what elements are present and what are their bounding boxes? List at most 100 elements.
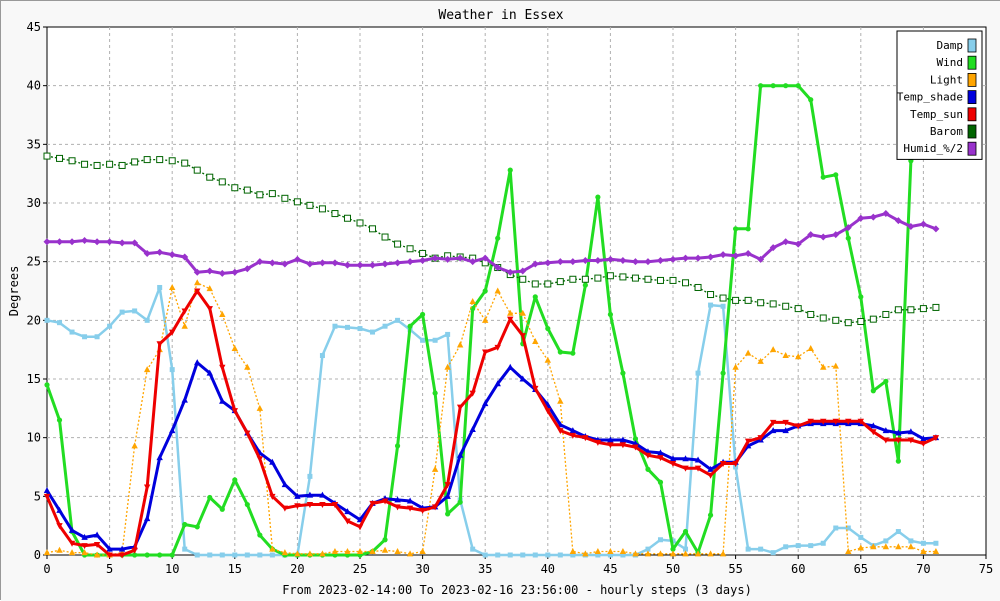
temp-shade-point xyxy=(406,497,414,504)
temp-sun-point xyxy=(669,460,677,467)
humid-2-point xyxy=(644,258,652,266)
damp-point xyxy=(745,546,751,552)
x-tick-label: 75 xyxy=(979,562,993,576)
y-tick-label: 25 xyxy=(27,255,41,269)
humid-2-point xyxy=(331,259,339,267)
wind-point xyxy=(545,325,551,332)
barom-point xyxy=(694,283,702,291)
wind-point xyxy=(895,458,901,464)
temp-shade-point xyxy=(81,533,88,540)
temp-sun-point xyxy=(694,465,702,472)
humid-2-point xyxy=(218,269,226,277)
barom-point xyxy=(782,302,790,310)
damp-point xyxy=(44,317,50,323)
damp-point xyxy=(557,552,563,558)
barom-point xyxy=(606,272,614,280)
damp-point xyxy=(169,367,175,373)
temp-sun-point xyxy=(557,428,564,435)
barom-point xyxy=(669,276,677,284)
damp-point xyxy=(69,329,75,335)
temp-sun-point xyxy=(431,504,439,511)
temp-shade-point xyxy=(344,508,351,515)
damp-point xyxy=(144,317,150,323)
temp-shade-point xyxy=(782,427,789,434)
temp-sun-point xyxy=(419,507,426,514)
humid-2-point xyxy=(757,255,765,263)
series-line-wind xyxy=(45,84,913,557)
light-point xyxy=(857,544,864,551)
temp-shade-point xyxy=(93,531,101,538)
humid-2-point xyxy=(93,238,101,246)
x-tick-label: 5 xyxy=(106,562,113,576)
series-light xyxy=(43,279,940,558)
temp-sun-point xyxy=(857,418,864,425)
temp-sun-point xyxy=(757,435,764,442)
x-tick-label: 45 xyxy=(603,562,617,576)
damp-point xyxy=(507,552,513,558)
wind-point xyxy=(870,388,876,394)
temp-sun-point xyxy=(507,316,514,323)
barom-point xyxy=(406,245,414,253)
barom-point xyxy=(907,306,915,314)
temp-sun-point xyxy=(932,435,940,442)
humid-2-point xyxy=(656,256,664,264)
light-point xyxy=(682,550,689,557)
light-point xyxy=(532,337,539,344)
barom-point xyxy=(744,296,752,304)
wind-point xyxy=(507,167,513,173)
damp-point xyxy=(532,552,538,558)
legend-label-barom: Barom xyxy=(930,125,963,138)
wind-point xyxy=(820,174,826,180)
temp-sun-point xyxy=(244,430,251,437)
x-tick-label: 15 xyxy=(228,562,242,576)
wind-point xyxy=(557,349,563,355)
humid-2-point xyxy=(268,259,276,267)
temp-shade-point xyxy=(769,427,777,434)
legend-label-humid-2: Humid_%/2 xyxy=(903,142,963,155)
light-point xyxy=(719,550,727,557)
humid-2-point xyxy=(832,231,840,239)
wind-point xyxy=(407,323,413,329)
temp-shade-point xyxy=(895,429,902,436)
temp-sun-point xyxy=(456,404,464,411)
temp-sun-point xyxy=(632,444,639,451)
wind-point xyxy=(207,494,213,501)
damp-point xyxy=(482,552,488,558)
temp-shade-point xyxy=(206,369,213,376)
barom-point xyxy=(581,275,589,283)
light-point xyxy=(93,551,101,558)
temp-shade-point xyxy=(444,492,451,499)
y-tick-label: 0 xyxy=(34,548,41,562)
light-point xyxy=(707,550,714,557)
barom-point xyxy=(857,318,865,326)
damp-point xyxy=(545,552,551,558)
temp-sun-point xyxy=(43,493,51,500)
wind-point xyxy=(157,552,163,558)
barom-point xyxy=(306,201,314,209)
barom-point xyxy=(156,156,164,164)
humid-2-point xyxy=(907,222,915,230)
wind-point xyxy=(495,235,501,241)
temp-sun-point xyxy=(281,505,289,512)
legend-label-temp-sun: Temp_sun xyxy=(910,108,963,121)
humid-2-point xyxy=(81,237,89,245)
humid-2-point xyxy=(494,264,502,272)
humid-2-point xyxy=(719,251,727,259)
damp-point xyxy=(795,543,801,549)
humid-2-point xyxy=(456,254,464,262)
humid-2-point xyxy=(581,256,589,264)
temp-shade-point xyxy=(43,486,51,493)
humid-2-point xyxy=(794,240,802,248)
humid-2-point xyxy=(531,260,539,268)
damp-point xyxy=(645,546,651,552)
damp-point xyxy=(232,552,238,558)
barom-point xyxy=(356,219,364,227)
wind-point xyxy=(394,443,401,449)
temp-sun-point xyxy=(106,552,113,559)
damp-point xyxy=(257,552,263,558)
humid-2-point xyxy=(293,255,301,263)
light-point xyxy=(694,550,702,557)
temp-sun-point xyxy=(744,438,752,445)
barom-point xyxy=(757,299,765,307)
